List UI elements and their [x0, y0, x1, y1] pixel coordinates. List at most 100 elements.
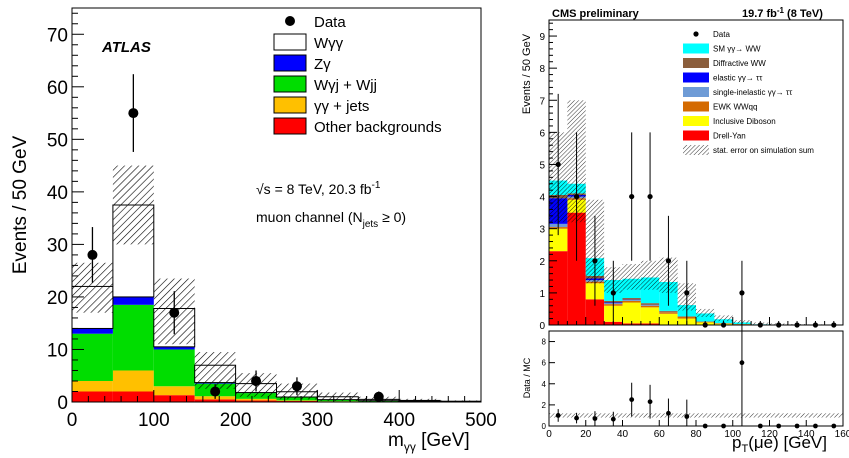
atlas-hatch-b8 — [399, 398, 441, 402]
atlas-legend-label-5: Other backgrounds — [314, 119, 442, 136]
atlas-bar-s3-b0 — [72, 328, 113, 334]
atlas-bar-s2-b0 — [72, 333, 113, 381]
atlas-xtick-label-4: 400 — [383, 410, 415, 431]
cms-hatch-b9 — [714, 315, 733, 322]
cms-legend-label-3: elastic γγ→ ττ — [713, 74, 763, 83]
atlas-bar-s0-b4 — [235, 400, 277, 402]
atlas-data-point-3 — [210, 386, 221, 397]
cms-bar-s1-b0 — [549, 228, 568, 252]
atlas-bar-s1-b2 — [153, 386, 195, 396]
atlas-legend-label-1: Wγγ — [314, 35, 344, 52]
atlas-hatch-b9 — [440, 400, 481, 402]
cms-data-point-1 — [573, 193, 580, 200]
atlas-bar-s1-b5 — [276, 400, 318, 401]
cms-ytick-label-5: 5 — [539, 160, 545, 171]
cms-legend-swatch-1 — [683, 43, 709, 54]
cms-x-axis-label: pT(μe) [GeV] — [732, 433, 827, 455]
atlas-hatch-b6 — [317, 392, 359, 401]
atlas-channel-label: muon channel (Njets ≥ 0) — [256, 209, 406, 230]
cms-legend-label-8: stat. error on simulation sum — [713, 146, 814, 155]
cms-ratio-points — [555, 299, 837, 429]
cms-data-point-3 — [610, 290, 616, 296]
cms-legend-swatch-6 — [683, 116, 709, 126]
cms-legend-label-6: Inclusive Diboson — [713, 117, 776, 126]
atlas-legend-swatch-2 — [273, 54, 307, 72]
cms-ratio-ytick-label-2: 4 — [542, 380, 547, 389]
cms-ytick-label-1: 1 — [539, 289, 545, 300]
atlas-legend-swatch-1 — [273, 33, 307, 51]
cms-bar-s3-b5 — [640, 305, 660, 306]
atlas-xtick-label-2: 200 — [220, 410, 252, 431]
atlas-bar-s0-b0 — [72, 391, 113, 402]
atlas-bar-s0-b2 — [153, 395, 195, 402]
atlas-bar-s1-b0 — [72, 380, 113, 392]
cms-ratio-ytick-label-3: 6 — [542, 359, 547, 368]
cms-ratio-band — [549, 413, 843, 418]
cms-chart: 0 1 2 3 4 5 6 7 8 9 CMS preliminary 19.7 fb-1 (8 … — [521, 6, 849, 455]
cms-ratio-frame — [548, 330, 844, 427]
atlas-data-point-0 — [87, 249, 98, 260]
cms-ytick-label-7: 7 — [539, 96, 545, 107]
atlas-uncertainty-band — [72, 165, 481, 402]
cms-ratio-xtick-label-5: 100 — [724, 429, 741, 440]
cms-ratio-point-5 — [647, 399, 653, 405]
atlas-chart: 0 100 200 300 400 500 0 10 20 30 40 50 60 70 Events /… — [10, 7, 497, 454]
cms-ratio-point-10 — [739, 360, 745, 366]
cms-y-axis-label: Events / 50 GeV — [521, 33, 533, 114]
cms-bar-s3-b4 — [622, 299, 641, 301]
cms-legend-swatch-7 — [683, 130, 709, 141]
cms-bar-s5-b4 — [622, 298, 641, 300]
atlas-ytick-label-0: 0 — [57, 393, 68, 414]
cms-ratio-point-2 — [592, 416, 598, 422]
cms-legend-label-4: single-inelastic γγ→ ττ — [713, 88, 793, 97]
atlas-bar-s1-b4 — [235, 398, 277, 401]
atlas-ytick-label-1: 10 — [47, 340, 68, 361]
cms-ytick-label-2: 2 — [539, 257, 545, 268]
cms-bar-s6-b8 — [696, 313, 715, 322]
cms-data-point-7 — [684, 290, 690, 296]
atlas-plot-frame — [71, 7, 482, 403]
cms-ratio-point-1 — [574, 415, 579, 421]
atlas-hatch-b1 — [112, 165, 154, 245]
atlas-bar-s2-b2 — [153, 349, 195, 387]
atlas-legend-label-3: Wγj + Wjj — [314, 77, 377, 94]
atlas-ytick-label-7: 70 — [47, 25, 68, 46]
cms-bar-s2-b5 — [640, 305, 660, 308]
cms-bar-s0-b1 — [567, 212, 586, 325]
atlas-legend-label-2: Zγ — [314, 56, 331, 73]
cms-legend-swatch-hatch — [683, 145, 709, 155]
cms-ytick-label-8: 8 — [539, 64, 545, 75]
cms-ratio-xtick-label-4: 80 — [690, 429, 702, 440]
atlas-hatch-b3 — [194, 352, 236, 389]
atlas-legend-label-0: Data — [314, 14, 346, 31]
atlas-data-point-5 — [291, 381, 302, 392]
cms-legend-swatch-3 — [683, 72, 709, 83]
cms-ratio-point-3 — [610, 416, 616, 422]
cms-data-point-2 — [592, 258, 598, 264]
cms-ratio-xtick-label-8: 160 — [835, 429, 849, 440]
atlas-bar-s1-b1 — [112, 370, 154, 392]
cms-data-points — [555, 93, 837, 328]
cms-bar-s2-b4 — [622, 300, 641, 303]
cms-legend-swatch-4 — [683, 87, 709, 97]
atlas-ytick-label-2: 20 — [47, 288, 68, 309]
cms-legend-marker-data — [693, 31, 699, 37]
cms-bar-s2-b6 — [659, 312, 678, 314]
atlas-axis-ticks: 0 100 200 300 400 500 0 10 20 30 40 50 60 70 — [47, 12, 497, 431]
atlas-bar-s0-b1 — [112, 391, 154, 402]
atlas-ytick-label-4: 40 — [47, 183, 68, 204]
atlas-bar-s0-b3 — [194, 399, 236, 402]
cms-experiment-label: CMS preliminary — [552, 8, 640, 20]
cms-ratio-point-4 — [629, 397, 635, 403]
atlas-xtick-label-0: 0 — [67, 410, 78, 431]
cms-hatch-b5 — [640, 260, 660, 290]
cms-legend-label-7: Drell-Yan — [713, 132, 746, 141]
cms-hatch-b8 — [696, 308, 715, 317]
cms-data-point-10 — [739, 290, 745, 296]
atlas-legend-label-4: γγ + jets — [314, 98, 369, 115]
atlas-ytick-label-6: 60 — [47, 78, 68, 99]
cms-data-point-5 — [647, 193, 653, 200]
atlas-ytick-label-3: 30 — [47, 235, 68, 256]
atlas-xtick-label-3: 300 — [302, 410, 334, 431]
